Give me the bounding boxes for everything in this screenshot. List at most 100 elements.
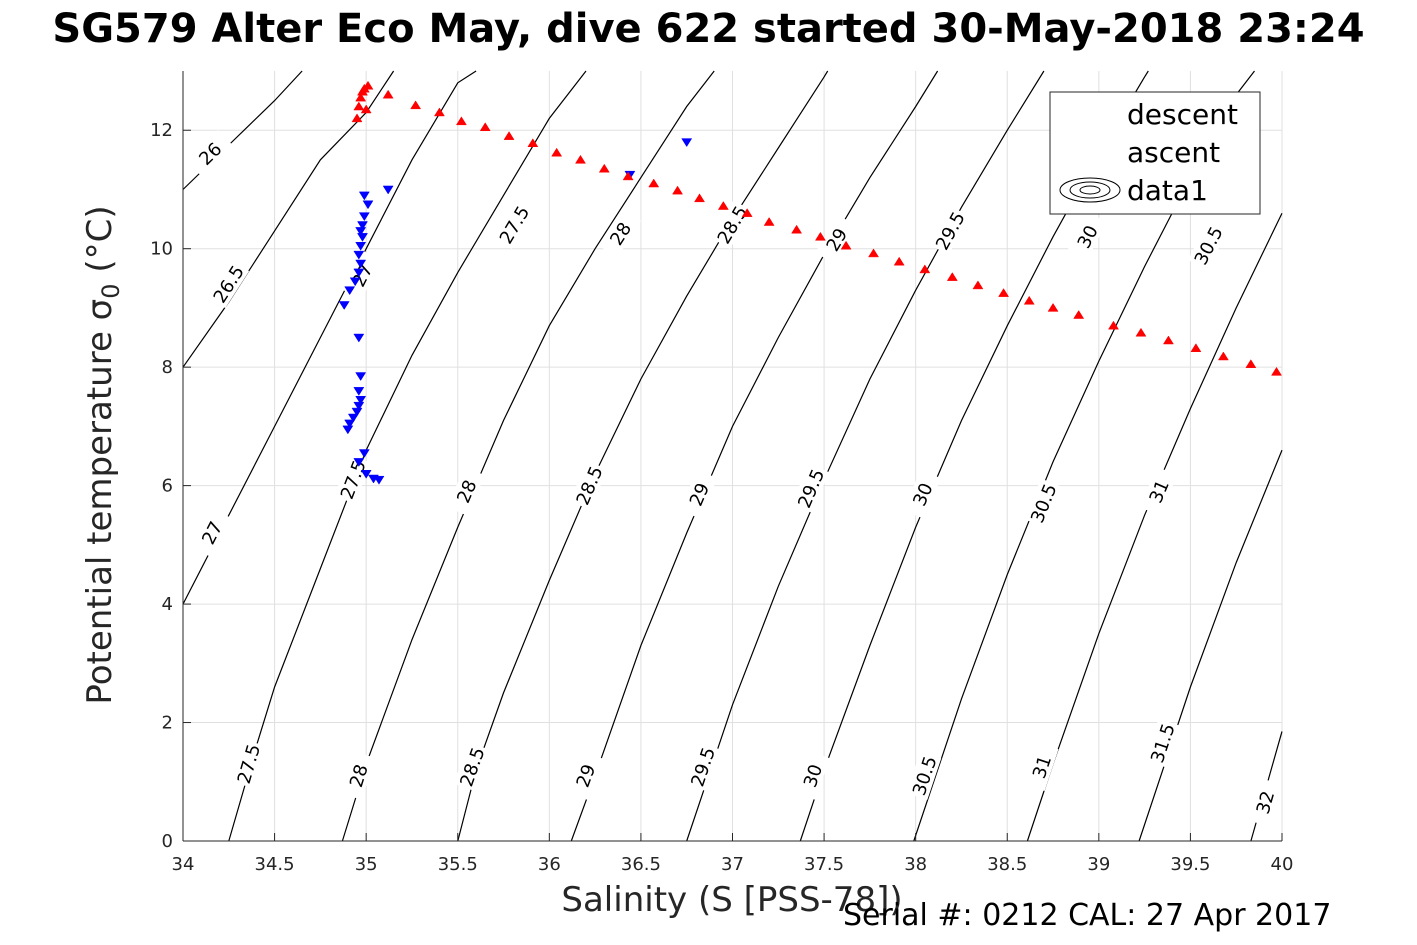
contour-label-bg (794, 751, 830, 800)
ascent-point (1108, 320, 1119, 330)
ascent-point (527, 138, 539, 148)
ascent-point (353, 101, 365, 111)
legend-label-data1: data1 (1127, 174, 1208, 207)
legend-label-ascent: ascent (1127, 136, 1220, 169)
axes: 34 34.5 35 35.5 36 36.5 37 37.5 38 38.5 39 39.5 4002… (150, 71, 1293, 875)
descent-point (355, 227, 367, 236)
ascent-point (763, 217, 775, 226)
ascent-point (1073, 310, 1085, 319)
y-tick-label: 12 (150, 120, 173, 141)
legend-label-descent: descent (1127, 98, 1238, 131)
ascent-point (1271, 366, 1282, 376)
x-tick-label: 36 (538, 854, 561, 875)
descent-point (344, 286, 356, 296)
x-tick-label: 35 (355, 854, 378, 875)
descent-point (373, 475, 385, 485)
contour-label-bg (1067, 211, 1107, 261)
y-tick-label: 2 (162, 713, 173, 734)
descent-point (342, 425, 354, 435)
x-tick-label: 38.5 (987, 854, 1027, 875)
ascent-point (919, 264, 931, 274)
contour-label-bg (598, 208, 642, 258)
contour-label-bg (1023, 742, 1059, 791)
contour-labels: 2626.5272727.527.527.528282828.528.528.5… (186, 129, 1282, 827)
ascent-point (791, 224, 803, 234)
ascent-point (598, 163, 610, 173)
x-tick-label: 40 (1271, 854, 1294, 875)
ascent-point (741, 208, 753, 217)
descent-point (358, 191, 370, 201)
ascent-point (351, 113, 363, 123)
ascent-point (814, 231, 826, 241)
y-axis-label-subscript: 0 (97, 283, 125, 299)
ascent-point (1162, 335, 1174, 345)
x-tick-label: 38 (904, 854, 927, 875)
contour-29.5 (686, 70, 1045, 842)
ascent-point (362, 80, 374, 90)
contour-label-bg (340, 751, 375, 800)
y-tick-label: 4 (162, 594, 173, 615)
ascent-point (355, 92, 367, 102)
density-contours (182, 70, 1283, 842)
x-tick-label: 39 (1087, 854, 1110, 875)
legend: descent ascent data1 (1049, 91, 1261, 215)
descent-point (349, 277, 361, 287)
x-tick-label: 35.5 (438, 854, 478, 875)
contour-label-bg (447, 466, 485, 516)
calibration-footer: Serial #: 0212 CAL: 27 Apr 2017 (843, 898, 1332, 933)
descent-point (353, 250, 365, 260)
contour-label-bg (191, 507, 232, 558)
x-tick-label: 37 (721, 854, 744, 875)
ascent-point (946, 272, 958, 281)
descent-point (362, 200, 374, 210)
descent-point (355, 395, 367, 405)
contour-label-bg (569, 460, 608, 510)
contour-label-bg (206, 259, 250, 309)
y-axis-label: Potential temperature σ0 (°C) (80, 205, 125, 704)
contour-26.5 (182, 70, 395, 368)
ascent-point (972, 280, 984, 290)
contour-28.5 (457, 70, 829, 842)
ascent-point (479, 122, 491, 132)
contour-label-bg (567, 751, 603, 800)
contour-label-bg (231, 739, 265, 788)
contour-label-bg (1144, 718, 1180, 768)
data-points (338, 80, 1282, 485)
ascent-point (893, 256, 905, 266)
contour-label-bg (906, 751, 942, 800)
descent-point (347, 413, 359, 423)
ascent-point (1245, 359, 1257, 368)
y-tick-label: 6 (162, 476, 173, 497)
descent-point (351, 407, 363, 417)
ascent-point (717, 201, 729, 210)
contour-label-bg (679, 469, 718, 519)
contour-27.5 (228, 70, 587, 842)
y-tick-label: 0 (162, 831, 173, 852)
ascent-point (622, 171, 634, 181)
contour-label-bg (334, 454, 371, 504)
descent-point (355, 259, 367, 269)
descent-point (355, 241, 367, 251)
ascent-point (551, 147, 563, 157)
x-tick-label: 39.5 (1170, 854, 1210, 875)
descent-point (353, 387, 365, 396)
descent-point (338, 301, 350, 310)
descent-point (681, 138, 693, 148)
descent-point (353, 458, 365, 467)
contour-28 (341, 70, 715, 842)
contour-label-bg (1024, 478, 1062, 528)
descent-point (353, 333, 365, 343)
contour-label-bg (791, 463, 830, 513)
descent-point (353, 401, 365, 411)
ascent-point (840, 240, 852, 250)
ascent-point (433, 107, 445, 117)
y-axis-label-unit: (°C) (80, 205, 120, 273)
descent-point (355, 372, 367, 382)
ascent-point (1023, 295, 1035, 305)
x-tick-label: 37.5 (804, 854, 844, 875)
ascent-point (575, 154, 586, 164)
contour-label-bg (684, 742, 720, 792)
descent-point (357, 221, 368, 230)
chart-title: SG579 Alter Eco May, dive 622 started 30… (52, 6, 1365, 52)
